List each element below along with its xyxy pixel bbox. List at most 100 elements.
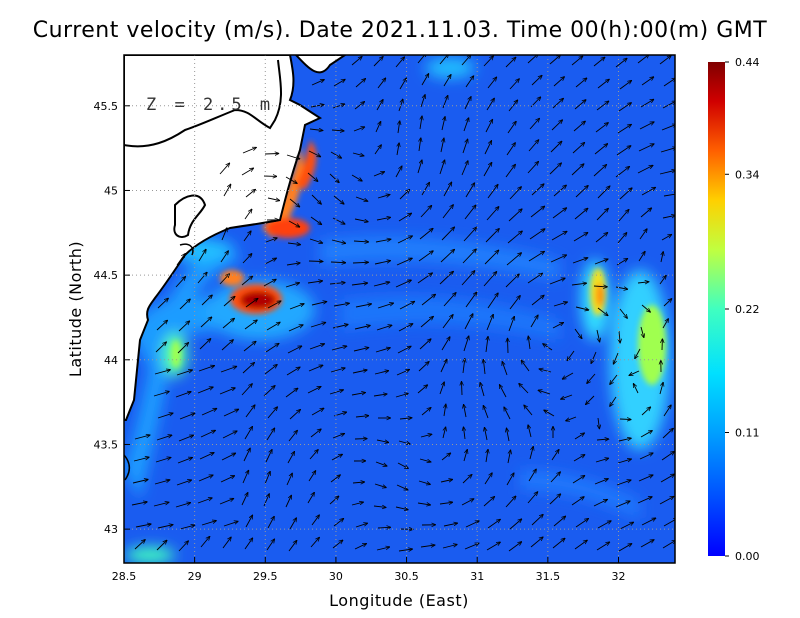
velocity-arrow <box>289 410 300 420</box>
velocity-arrow <box>596 209 608 221</box>
velocity-arrow <box>242 254 252 264</box>
velocity-arrow <box>637 166 653 174</box>
velocity-arrow <box>561 394 573 399</box>
velocity-arrow <box>461 499 474 506</box>
velocity-arrow <box>575 306 589 310</box>
velocity-arrow <box>351 502 363 506</box>
velocity-arrow <box>156 320 167 331</box>
velocity-arrow <box>157 525 173 529</box>
chart-title: Current velocity (m/s). Date 2021.11.03.… <box>32 18 768 43</box>
velocity-arrow <box>486 207 499 221</box>
velocity-arrow <box>243 231 251 242</box>
velocity-arrow <box>507 122 516 134</box>
velocity-arrow <box>527 273 542 284</box>
velocity-arrow <box>177 458 192 464</box>
velocity-arrow <box>285 283 299 288</box>
velocity-arrow <box>505 58 516 68</box>
velocity-arrow <box>288 431 297 442</box>
velocity-arrow <box>487 520 500 529</box>
velocity-arrow <box>573 121 585 132</box>
velocity-arrow <box>265 450 272 463</box>
velocity-arrow <box>395 57 404 68</box>
velocity-arrow <box>640 208 651 218</box>
velocity-arrow <box>133 457 149 462</box>
velocity-arrow <box>571 164 584 176</box>
velocity-arrow <box>464 543 479 550</box>
velocity-arrow <box>329 283 345 284</box>
velocity-arrow <box>311 194 321 204</box>
velocity-arrow <box>486 315 493 331</box>
velocity-arrow <box>500 385 507 398</box>
velocity-arrow <box>223 297 235 307</box>
velocity-arrow <box>311 80 324 86</box>
border-line <box>124 59 282 148</box>
axis-ticks: 28.5 29 29.5 30 30.5 31 31.5 32 43 43.5 44 44.5 45 45… <box>94 100 626 583</box>
velocity-arrow <box>179 413 195 420</box>
velocity-arrow <box>373 57 383 67</box>
velocity-arrow <box>618 103 631 112</box>
velocity-arrow <box>662 319 668 329</box>
velocity-arrow <box>287 452 294 464</box>
velocity-arrow <box>397 236 412 244</box>
velocity-arrow <box>659 497 674 505</box>
velocity-arrow <box>351 174 362 181</box>
velocity-arrow <box>309 450 318 460</box>
velocity-arrow <box>288 541 297 552</box>
velocity-arrow <box>286 473 292 486</box>
velocity-arrow <box>638 144 654 152</box>
velocity-arrow <box>487 185 498 199</box>
velocity-arrow <box>641 77 654 86</box>
velocity-arrow <box>178 321 189 332</box>
velocity-arrow <box>586 395 595 404</box>
velocity-arrow <box>157 298 168 309</box>
velocity-arrow <box>531 295 544 306</box>
velocity-arrow <box>487 77 496 89</box>
velocity-arrow <box>219 388 235 395</box>
velocity-arrow <box>221 453 235 461</box>
velocity-arrow <box>610 396 617 406</box>
velocity-arrow <box>574 328 582 338</box>
velocity-arrow <box>593 286 607 287</box>
velocity-arrow <box>619 308 627 318</box>
velocity-arrow <box>245 515 252 528</box>
velocity-arrow <box>131 502 147 506</box>
velocity-arrow <box>395 506 408 510</box>
velocity-arrow <box>309 344 324 350</box>
velocity-arrow <box>156 541 167 551</box>
y-axis-label: Latitude (North) <box>66 241 85 377</box>
velocity-arrow <box>567 350 575 360</box>
velocity-arrow <box>286 154 300 159</box>
velocity-arrow <box>376 325 392 331</box>
velocity-arrow <box>463 118 469 132</box>
velocity-arrow <box>531 76 542 86</box>
velocity-arrow <box>529 229 545 240</box>
velocity-arrow <box>461 55 471 66</box>
velocity-arrow <box>241 384 252 396</box>
velocity-arrow <box>353 241 368 242</box>
velocity-arrow <box>571 56 583 66</box>
velocity-arrow <box>374 371 388 375</box>
velocity-arrow <box>487 293 498 309</box>
velocity-arrow <box>332 434 344 439</box>
velocity-arrow <box>443 523 457 527</box>
velocity-arrow <box>331 239 345 243</box>
velocity-arrow <box>637 282 649 283</box>
velocity-arrow <box>527 162 538 174</box>
velocity-arrow <box>528 252 544 262</box>
x-tick-label: 32 <box>611 570 625 583</box>
velocity-arrow <box>462 249 476 264</box>
velocity-arrow <box>310 105 324 107</box>
velocity-arrow <box>550 142 562 153</box>
velocity-arrow <box>288 325 303 332</box>
colorbar-tick-label: 0.34 <box>735 168 760 181</box>
velocity-arrow <box>329 173 339 182</box>
velocity-arrow <box>463 336 469 352</box>
velocity-arrow <box>417 385 427 394</box>
velocity-arrow <box>629 370 640 375</box>
velocity-arrow <box>331 130 344 131</box>
velocity-arrow <box>465 183 474 198</box>
velocity-arrow <box>153 392 169 397</box>
velocity-arrow <box>442 205 453 219</box>
velocity-arrow <box>396 484 408 490</box>
velocity-arrow <box>442 96 448 109</box>
